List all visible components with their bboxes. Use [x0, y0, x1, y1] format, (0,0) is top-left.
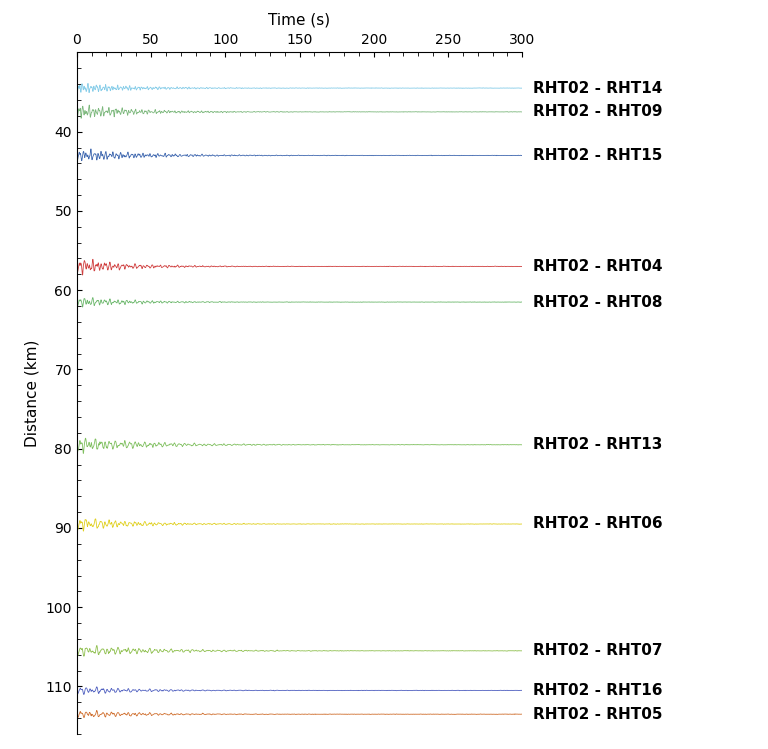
Text: RHT02 - RHT05: RHT02 - RHT05: [533, 707, 663, 722]
Text: RHT02 - RHT15: RHT02 - RHT15: [533, 148, 663, 163]
X-axis label: Time (s): Time (s): [269, 13, 330, 28]
Text: RHT02 - RHT08: RHT02 - RHT08: [533, 294, 663, 309]
Y-axis label: Distance (km): Distance (km): [25, 339, 40, 447]
Text: RHT02 - RHT14: RHT02 - RHT14: [533, 81, 663, 96]
Text: RHT02 - RHT09: RHT02 - RHT09: [533, 104, 663, 119]
Text: RHT02 - RHT13: RHT02 - RHT13: [533, 437, 663, 452]
Text: RHT02 - RHT07: RHT02 - RHT07: [533, 643, 663, 658]
Text: RHT02 - RHT06: RHT02 - RHT06: [533, 517, 663, 532]
Text: RHT02 - RHT04: RHT02 - RHT04: [533, 259, 663, 274]
Text: RHT02 - RHT16: RHT02 - RHT16: [533, 683, 663, 698]
